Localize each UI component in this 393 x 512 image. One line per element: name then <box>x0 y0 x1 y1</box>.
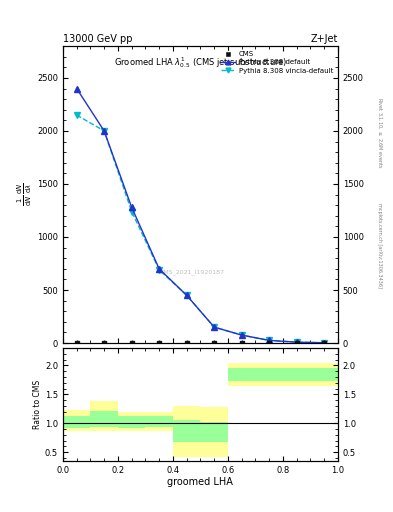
Y-axis label: Ratio to CMS: Ratio to CMS <box>33 380 42 429</box>
Legend: CMS, Pythia 8.308 default, Pythia 8.308 vincia-default: CMS, Pythia 8.308 default, Pythia 8.308 … <box>220 50 334 75</box>
Text: Z+Jet: Z+Jet <box>310 34 338 44</box>
Text: Groomed LHA $\lambda^1_{0.5}$ (CMS jet substructure): Groomed LHA $\lambda^1_{0.5}$ (CMS jet s… <box>114 55 287 70</box>
Text: CMS_2021_I1920187: CMS_2021_I1920187 <box>160 269 225 274</box>
Y-axis label: $\frac{1}{\mathrm{d}N}\,\frac{\mathrm{d}N}{\mathrm{d}\lambda}$: $\frac{1}{\mathrm{d}N}\,\frac{\mathrm{d}… <box>16 183 34 206</box>
Text: Rivet 3.1.10, $\geq$ 2.6M events: Rivet 3.1.10, $\geq$ 2.6M events <box>375 97 383 169</box>
X-axis label: groomed LHA: groomed LHA <box>167 477 233 487</box>
Text: 13000 GeV pp: 13000 GeV pp <box>63 34 132 44</box>
Text: mcplots.cern.ch [arXiv:1306.3436]: mcplots.cern.ch [arXiv:1306.3436] <box>377 203 382 288</box>
